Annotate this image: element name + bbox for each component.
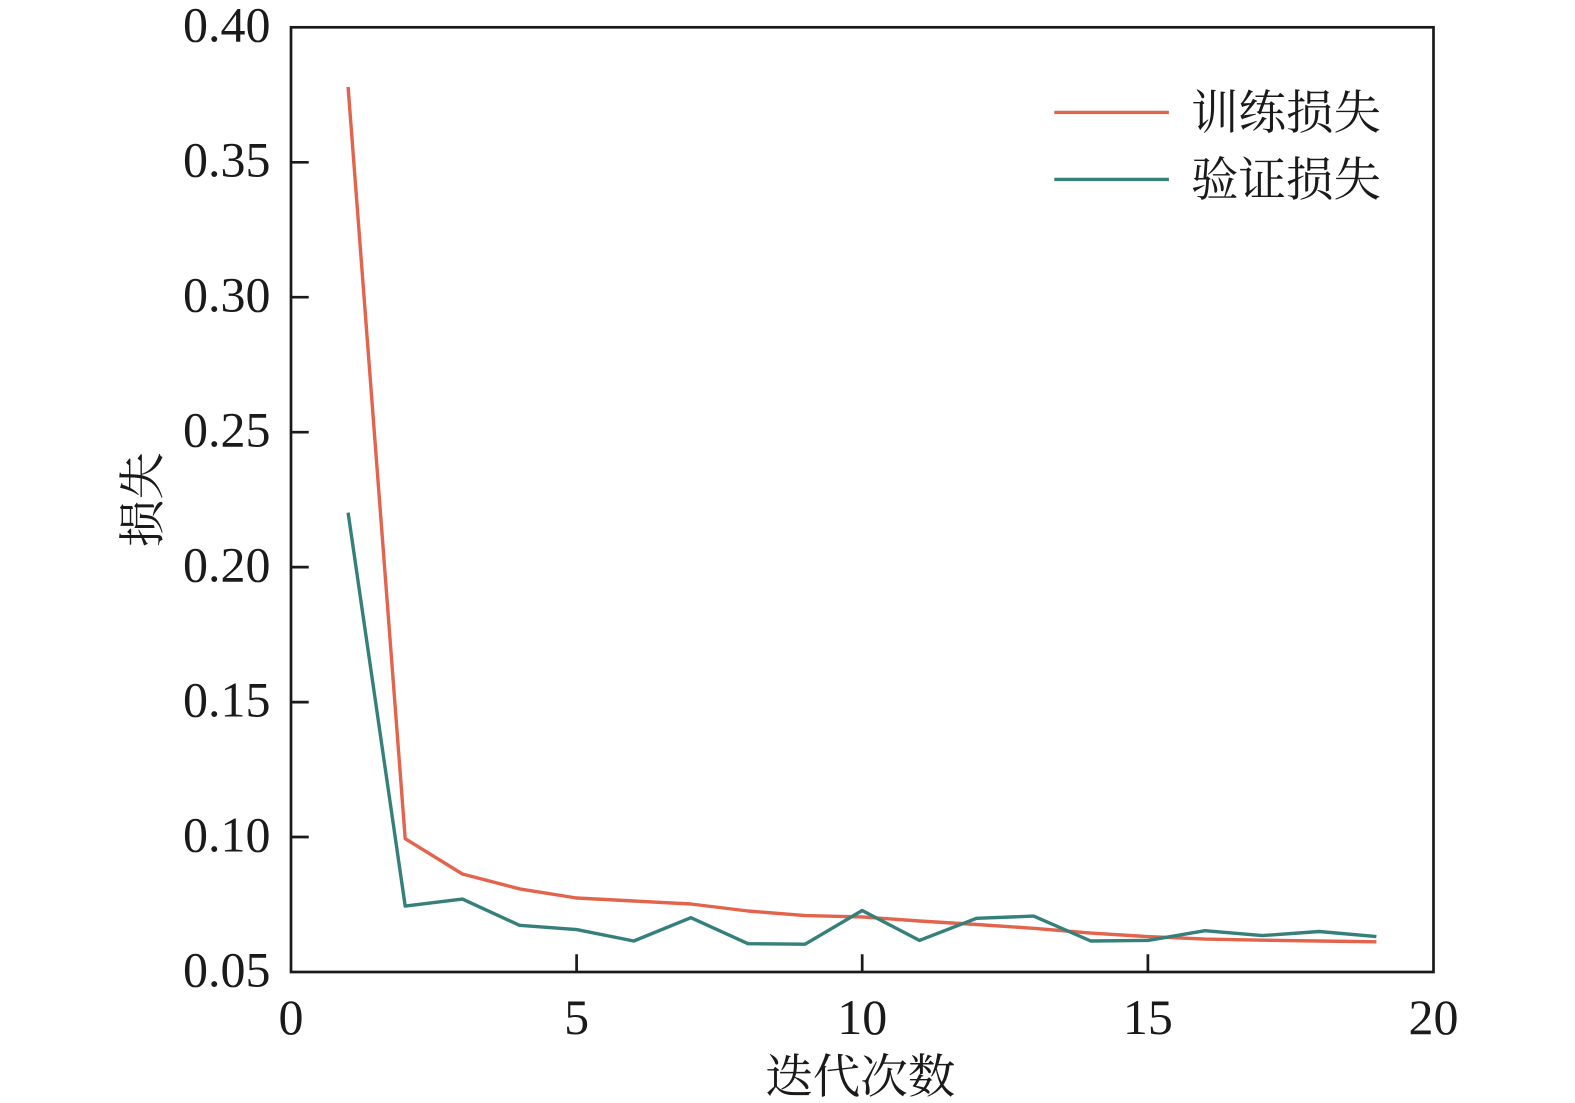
svg-text:0.30: 0.30 [183,267,271,323]
svg-text:0.15: 0.15 [183,672,271,728]
svg-text:10: 10 [837,989,887,1045]
svg-text:0.05: 0.05 [183,941,271,997]
svg-text:0.40: 0.40 [183,0,271,53]
svg-text:0: 0 [279,989,304,1045]
svg-text:5: 5 [564,989,589,1045]
svg-text:0.35: 0.35 [183,132,271,188]
svg-text:0.20: 0.20 [183,537,271,593]
svg-text:0.25: 0.25 [183,402,271,458]
svg-text:20: 20 [1409,989,1459,1045]
svg-text:0.10: 0.10 [183,806,271,862]
svg-text:15: 15 [1123,989,1173,1045]
